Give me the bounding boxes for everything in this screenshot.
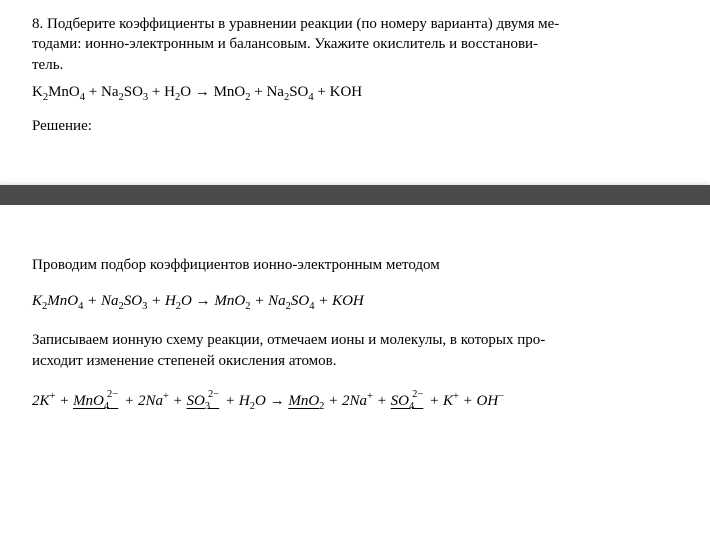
eq-k: K — [32, 84, 43, 100]
eqi-plus: + — [314, 293, 332, 309]
eq-so2: SO — [289, 84, 308, 100]
ion-sup: − — [498, 391, 504, 402]
eqi-mno2: MnO — [214, 293, 245, 309]
eq-so: SO — [124, 84, 143, 100]
eqi-koh: KOH — [332, 293, 364, 309]
eq-mno2: MnO — [214, 84, 246, 100]
ion-so4-underline: SO42− — [391, 393, 426, 409]
eq-plus: + — [251, 84, 267, 100]
eqi-plus: + — [250, 293, 268, 309]
ion-so: SO — [187, 393, 205, 409]
eqi-k: K — [32, 293, 42, 309]
ion-k: K — [40, 393, 50, 409]
ion-plus: + — [324, 393, 342, 409]
ion-plus: + — [169, 393, 187, 409]
ion-plus: + — [55, 393, 73, 409]
page-divider — [0, 185, 710, 205]
eq-koh: KOH — [330, 84, 363, 100]
ion-na2: Na — [350, 393, 368, 409]
ion-mno2-underline: MnO2 — [288, 393, 324, 409]
ion-2c: 2 — [342, 393, 350, 409]
ion-sup2: 2− — [208, 389, 219, 400]
ion-sub: 4 — [104, 401, 109, 412]
ion-h: H — [239, 393, 250, 409]
eqi-so: SO — [124, 293, 142, 309]
ionic-description: Записываем ионную схему реакции, отмечае… — [32, 330, 678, 371]
eqi-h: H — [165, 293, 176, 309]
ion-o: O — [255, 393, 266, 409]
eqi-o: O — [181, 293, 192, 309]
eq-mno: MnO — [48, 84, 80, 100]
problem-line-1: 8. Подберите коэффициенты в уравнении ре… — [32, 16, 559, 32]
eq-plus: + — [85, 84, 101, 100]
equation-italic: K2MnO4 + Na2SO3 + H2O → MnO2 + Na2SO4 + … — [32, 290, 678, 315]
ion-mno2: MnO — [288, 393, 319, 409]
page-top-section: 8. Подберите коэффициенты в уравнении ре… — [0, 0, 710, 185]
ion-so3-underline: SO32− — [187, 393, 222, 409]
ion-2: 2 — [32, 393, 40, 409]
eqi-na2: Na — [268, 293, 286, 309]
problem-line-2: тодами: ионно-электронным и балансовым. … — [32, 36, 538, 52]
desc-line-2: исходит изменение степеней окисления ато… — [32, 353, 337, 369]
eq-arrow: → — [191, 84, 214, 100]
eqi-mno: MnO — [47, 293, 78, 309]
ion-plus: + — [459, 393, 477, 409]
eqi-plus: + — [147, 293, 165, 309]
ion-plus: + — [373, 393, 391, 409]
problem-line-3: тель. — [32, 57, 63, 73]
ion-arrow: → — [266, 393, 289, 409]
eqi-arrow: → — [192, 293, 215, 309]
ion-sup2: 2− — [107, 389, 118, 400]
eq-plus: + — [314, 84, 330, 100]
eq-o: O — [180, 84, 191, 100]
problem-statement: 8. Подберите коэффициенты в уравнении ре… — [32, 14, 678, 75]
ion-plus: + — [120, 393, 138, 409]
eqi-na: Na — [101, 293, 119, 309]
desc-line-1: Записываем ионную схему реакции, отмечае… — [32, 332, 545, 348]
ion-oh: OH — [477, 393, 499, 409]
method-description: Проводим подбор коэффициентов ионно-элек… — [32, 255, 678, 276]
ion-k2: K — [443, 393, 453, 409]
ion-mno: MnO — [73, 393, 104, 409]
eq-na2: Na — [266, 84, 284, 100]
eq-plus: + — [148, 84, 164, 100]
eqi-so2: SO — [291, 293, 309, 309]
page-bottom-section: Проводим подбор коэффициентов ионно-элек… — [0, 205, 710, 435]
ion-sub: 4 — [409, 401, 414, 412]
ion-sup2: 2− — [412, 389, 423, 400]
main-equation: K2MnO4 + Na2SO3 + H2O → MnO2 + Na2SO4 + … — [32, 81, 678, 106]
eq-na: Na — [101, 84, 119, 100]
eq-h: H — [164, 84, 175, 100]
ion-mno4-underline: MnO42− — [73, 393, 120, 409]
ion-plus: + — [425, 393, 443, 409]
ionic-equation: 2K+ + MnO42− + 2Na+ + SO32− + H2O → MnO2… — [32, 389, 678, 415]
eqi-plus: + — [83, 293, 101, 309]
ion-plus: + — [221, 393, 239, 409]
solution-label: Решение: — [32, 118, 678, 135]
ion-na: Na — [145, 393, 163, 409]
ion-sub: 3 — [205, 401, 210, 412]
ion-so4: SO — [391, 393, 409, 409]
